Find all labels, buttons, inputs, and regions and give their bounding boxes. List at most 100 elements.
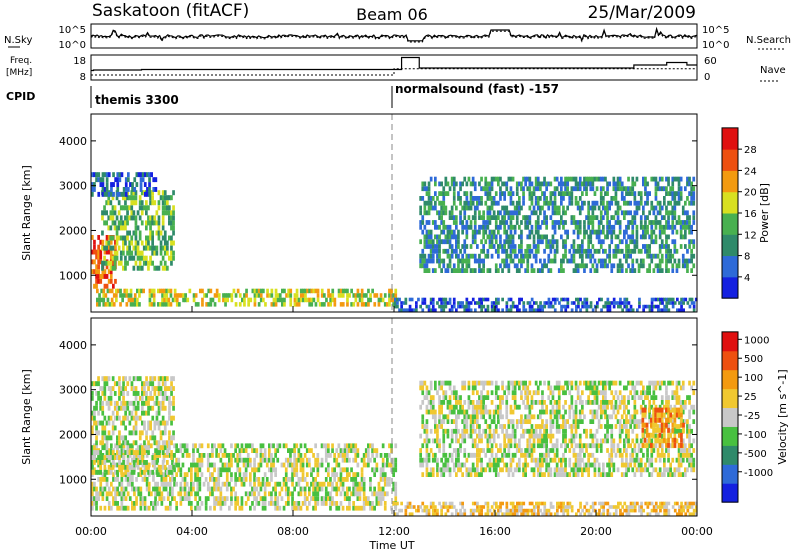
heatmap-cell-1-0 xyxy=(179,491,183,497)
heatmap-cell-0-4 xyxy=(528,205,532,211)
heatmap-cell-1-2 xyxy=(574,424,578,429)
heatmap-cell-1-0 xyxy=(135,453,138,458)
heatmap-cell-1-1 xyxy=(101,400,105,406)
heatmap-cell-0-5 xyxy=(408,308,412,312)
heatmap-cell-0-4 xyxy=(581,191,584,196)
heatmap-cell-1-2 xyxy=(528,448,532,453)
heatmap-cell-0-4 xyxy=(507,253,511,259)
heatmap-cell-0-1 xyxy=(257,288,261,294)
heatmap-cell-0-4 xyxy=(486,205,490,211)
heatmap-cell-0-4 xyxy=(650,253,654,259)
heatmap-cell-1-2 xyxy=(564,428,567,434)
heatmap-cell-1-0 xyxy=(287,477,290,482)
heatmap-cell-0-4 xyxy=(541,268,544,273)
heatmap-cell-1-0 xyxy=(362,477,366,482)
heatmap-cell-1-0 xyxy=(383,491,387,497)
heatmap-cell-0-4 xyxy=(675,268,679,273)
heatmap-cell-0-1 xyxy=(310,297,314,303)
heatmap-cell-0-5 xyxy=(478,304,481,309)
heatmap-cell-1-0 xyxy=(263,472,267,477)
heatmap-cell-1-2 xyxy=(448,395,452,400)
heatmap-cell-1-2 xyxy=(446,457,450,463)
heatmap-cell-1-0 xyxy=(316,496,320,501)
heatmap-cell-1-0 xyxy=(274,448,277,453)
heatmap-cell-1-2 xyxy=(425,467,429,473)
heatmap-cell-1-1 xyxy=(116,381,119,387)
heatmap-cell-0-2 xyxy=(117,260,121,266)
heatmap-cell-1-0 xyxy=(381,467,385,473)
heatmap-cell-1-2 xyxy=(583,452,586,458)
heatmap-cell-1-0 xyxy=(120,505,124,511)
heatmap-cell-1-1 xyxy=(161,415,165,421)
heatmap-cell-1-1 xyxy=(91,450,94,455)
heatmap-cell-0-2 xyxy=(126,230,129,236)
heatmap-cell-1-2 xyxy=(478,400,481,405)
heatmap-cell-0-4 xyxy=(616,176,620,182)
heatmap-cell-0-4 xyxy=(642,234,645,240)
heatmap-cell-1-2 xyxy=(564,380,567,386)
heatmap-cell-1-0 xyxy=(327,491,330,497)
heatmap-cell-1-0 xyxy=(133,462,136,468)
heatmap-cell-0-4 xyxy=(587,248,590,254)
heatmap-cell-0-4 xyxy=(599,239,603,245)
heatmap-cell-0-4 xyxy=(587,205,590,211)
heatmap-cell-0-4 xyxy=(431,253,435,259)
heatmap-cell-0-2 xyxy=(157,225,161,231)
heatmap-cell-0-5 xyxy=(425,304,429,309)
heatmap-cell-1-0 xyxy=(255,467,259,473)
heatmap-cell-0-3 xyxy=(107,191,111,197)
heatmap-cell-1-2 xyxy=(524,395,527,400)
heatmap-cell-1-2 xyxy=(440,404,443,410)
heatmap-cell-1-0 xyxy=(394,486,398,492)
heatmap-cell-0-4 xyxy=(480,258,483,264)
heatmap-cell-0-4 xyxy=(440,258,443,264)
heatmap-cell-1-2 xyxy=(478,448,481,453)
heatmap-cell-1-1 xyxy=(147,440,150,446)
heatmap-cell-0-4 xyxy=(660,186,664,192)
heatmap-cell-0-1 xyxy=(392,297,395,303)
heatmap-cell-0-4 xyxy=(518,248,521,254)
heatmap-cell-0-4 xyxy=(473,239,477,245)
heatmap-cell-0-4 xyxy=(663,186,666,192)
heatmap-cell-0-4 xyxy=(450,229,454,235)
heatmap-cell-0-4 xyxy=(442,220,446,225)
heatmap-cell-0-4 xyxy=(513,244,517,249)
heatmap-cell-0-4 xyxy=(560,200,563,206)
heatmap-cell-0-4 xyxy=(583,229,586,235)
heatmap-cell-0-1 xyxy=(251,288,255,294)
heatmap-cell-0-5 xyxy=(518,297,521,302)
heatmap-cell-1-2 xyxy=(438,380,441,386)
heatmap-cell-1-2 xyxy=(499,400,502,405)
heatmap-cell-0-4 xyxy=(467,253,471,259)
heatmap-cell-1-2 xyxy=(480,380,483,386)
heatmap-cell-0-4 xyxy=(549,248,553,254)
heatmap-cell-0-4 xyxy=(482,258,485,264)
heatmap-cell-1-2 xyxy=(505,400,509,405)
heatmap-cell-1-1 xyxy=(143,460,146,465)
heatmap-cell-1-2 xyxy=(442,472,446,477)
heatmap-cell-1-2 xyxy=(566,419,569,424)
heatmap-cell-1-2 xyxy=(524,457,527,463)
heatmap-cell-0-4 xyxy=(438,181,441,187)
heatmap-cell-1-0 xyxy=(339,467,343,473)
heatmap-cell-1-0 xyxy=(299,486,303,492)
heatmap-cell-0-4 xyxy=(681,220,685,225)
heatmap-cell-1-2 xyxy=(469,414,473,420)
heatmap-cell-0-1 xyxy=(299,288,303,294)
heatmap-cell-1-2 xyxy=(568,457,572,463)
heatmap-cell-1-2 xyxy=(448,452,452,458)
heatmap-cell-1-0 xyxy=(145,453,149,458)
heatmap-cell-1-0 xyxy=(158,453,162,458)
heatmap-cell-0-4 xyxy=(665,258,668,264)
heatmap-cell-1-0 xyxy=(251,448,254,453)
heatmap-cell-1-0 xyxy=(160,477,164,482)
heatmap-cell-1-2 xyxy=(478,472,481,477)
heatmap-cell-0-4 xyxy=(486,196,490,201)
heatmap-cell-0-4 xyxy=(431,244,435,249)
heatmap-cell-1-1 xyxy=(105,381,109,387)
heatmap-cell-0-4 xyxy=(593,268,597,273)
heatmap-cell-0-5 xyxy=(623,304,627,309)
heatmap-cell-0-4 xyxy=(654,176,658,182)
heatmap-cell-0-2 xyxy=(161,245,165,251)
heatmap-cell-0-2 xyxy=(136,255,140,261)
